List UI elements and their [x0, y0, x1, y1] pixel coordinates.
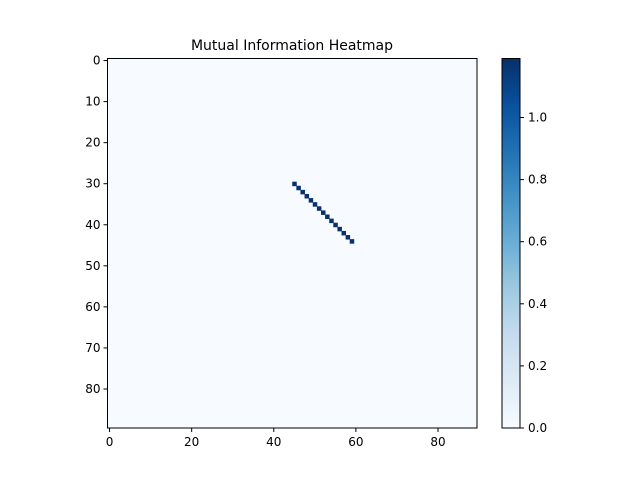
y-tick-label: 50 — [85, 259, 100, 273]
y-tick-label: 20 — [85, 136, 100, 150]
heatmap-cell — [296, 185, 301, 191]
colorbar-tick-label: 0.0 — [528, 421, 547, 435]
heatmap-cell — [337, 226, 342, 232]
y-tick-label: 0 — [93, 54, 101, 68]
heatmap-cell — [345, 235, 351, 240]
colorbar-tick-label: 1.0 — [528, 110, 547, 124]
heatmap-cell — [292, 181, 297, 187]
colorbar-tick-label: 0.8 — [528, 173, 547, 187]
colorbar: 0.0 0.2 0.4 0.6 0.8 1.0 — [501, 58, 547, 435]
y-tick-label: 80 — [85, 382, 100, 396]
colorbar-frame — [501, 58, 521, 429]
x-tick-label: 20 — [184, 435, 199, 449]
heatmap-cell — [316, 206, 322, 211]
x-tick-label: 80 — [430, 435, 445, 449]
heatmap-cell — [304, 193, 310, 199]
colorbar-gradient — [502, 58, 520, 428]
y-tick-label: 40 — [85, 218, 100, 232]
colorbar-tick-label: 0.4 — [528, 297, 547, 311]
heatmap-cell — [333, 222, 338, 228]
chart-title: Mutual Information Heatmap — [191, 38, 393, 54]
y-tick-label: 70 — [85, 341, 100, 355]
heatmap-cell — [308, 198, 314, 203]
heatmap-cell — [349, 239, 355, 244]
heatmap-background — [107, 58, 477, 428]
heatmap-cell — [329, 218, 334, 224]
y-tick-label: 60 — [85, 300, 100, 314]
y-tick-label: 10 — [85, 95, 100, 109]
heatmap-cell — [300, 189, 305, 195]
x-tick-label: 60 — [348, 435, 363, 449]
x-tick-label: 40 — [266, 435, 281, 449]
plot-frame — [107, 58, 478, 429]
heatmap-cell — [312, 202, 318, 207]
heatmap-cell — [320, 210, 326, 215]
colorbar-tick-label: 0.2 — [528, 359, 547, 373]
y-tick-label: 30 — [85, 177, 100, 191]
colorbar-tick-label: 0.6 — [528, 235, 547, 249]
heatmap-cell — [341, 230, 347, 236]
x-tick-label: 0 — [106, 435, 114, 449]
heatmap-cell — [325, 214, 330, 220]
heatmap-plot-area: 0 20 40 60 80 0 10 20 30 40 50 60 70 80 — [85, 54, 478, 449]
